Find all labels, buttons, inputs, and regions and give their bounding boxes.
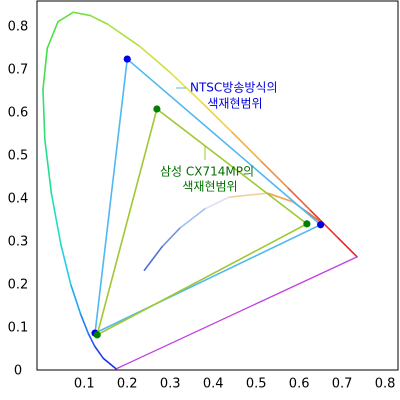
- curve-segment: [337, 237, 358, 258]
- curve-segment: [161, 227, 181, 248]
- curve-segment: [266, 192, 294, 203]
- y-tick-label: 0.3: [8, 234, 29, 249]
- x-tick-label: 0.1: [74, 377, 95, 392]
- x-tick-label: 0.2: [117, 377, 138, 392]
- annotation: NTSC방송방식의: [190, 81, 278, 95]
- curve-segment: [231, 131, 263, 163]
- curve-segment: [60, 243, 72, 286]
- y-tick-label: 0: [14, 364, 22, 379]
- curve-segment: [106, 23, 141, 48]
- curve-segment: [260, 160, 290, 190]
- curve-segment: [143, 246, 163, 272]
- curve-segment: [309, 209, 340, 240]
- curve-segment: [72, 11, 92, 17]
- primary-point: [303, 220, 311, 228]
- curve-segment: [42, 47, 49, 91]
- curve-segment: [42, 88, 46, 141]
- y-tick-label: 0.7: [8, 62, 29, 77]
- y-tick-label: 0.1: [8, 320, 29, 335]
- purple-line: [115, 256, 358, 370]
- curve-segment: [44, 138, 53, 195]
- curve-segment: [178, 208, 206, 230]
- gamut-triangle: [95, 107, 309, 337]
- annotation: 색재현범위: [207, 97, 262, 111]
- curve-segment: [87, 332, 96, 347]
- curve-segment: [228, 192, 269, 198]
- curve-segment: [50, 192, 62, 245]
- annotation: 색재현범위: [182, 180, 237, 194]
- curve-segment: [57, 11, 75, 23]
- y-tick-label: 0.6: [8, 105, 29, 120]
- y-tick-label: 0.8: [8, 19, 29, 34]
- curve-segment: [89, 14, 109, 26]
- y-tick-label: 0.4: [8, 191, 29, 206]
- curve-segment: [204, 196, 230, 210]
- y-tick-label: 0.2: [8, 277, 29, 292]
- curve-segment: [93, 345, 104, 360]
- primary-point: [93, 331, 101, 339]
- x-tick-label: 0.5: [246, 377, 267, 392]
- annotation: 삼성 CX714MP의: [160, 165, 254, 179]
- y-tick-label: 0.5: [8, 148, 29, 163]
- curve-segment: [139, 45, 172, 74]
- curve-segment: [70, 283, 82, 315]
- primary-point: [123, 55, 131, 63]
- x-tick-label: 0.3: [160, 377, 181, 392]
- curve-segment: [79, 313, 90, 335]
- plot-frame: [36, 0, 399, 371]
- curve-segment: [170, 72, 203, 104]
- x-tick-label: 0.6: [289, 377, 310, 392]
- x-tick-label: 0.8: [375, 377, 396, 392]
- gamut-triangle: [94, 57, 323, 335]
- curve-segment: [46, 20, 59, 50]
- x-tick-label: 0.7: [332, 377, 353, 392]
- primary-point: [317, 221, 325, 229]
- curve-segment: [200, 101, 233, 134]
- x-tick-label: 0.4: [203, 377, 224, 392]
- curve-segment: [102, 357, 117, 370]
- curve-segment: [287, 187, 312, 212]
- primary-point: [153, 105, 161, 113]
